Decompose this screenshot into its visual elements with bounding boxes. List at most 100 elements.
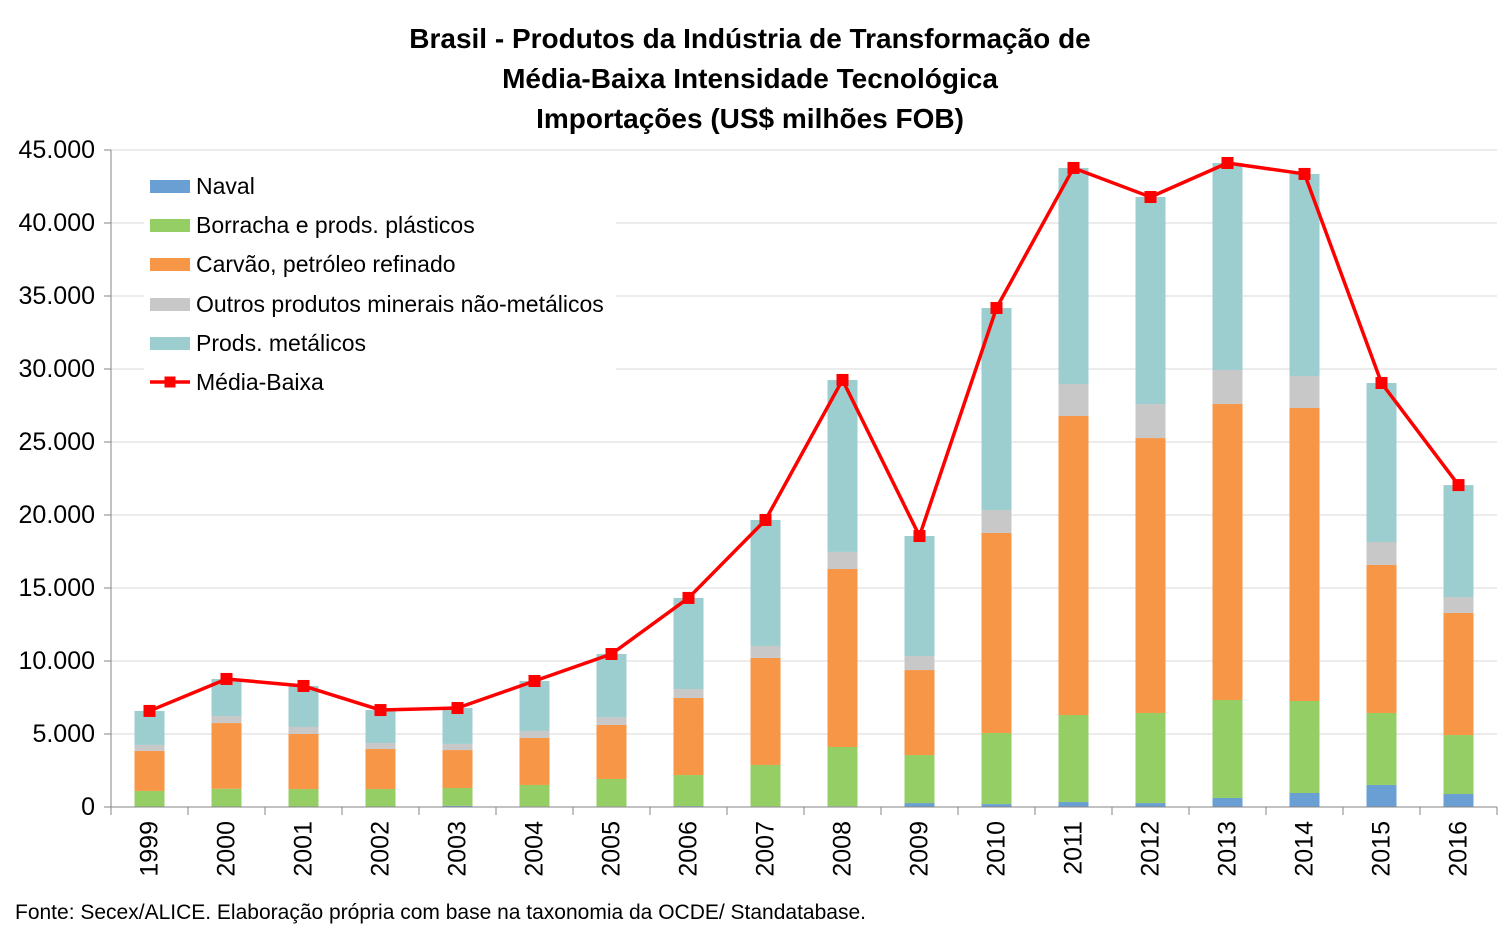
y-tick-label-10000: 10.000 (19, 647, 95, 675)
line-series (143, 156, 1465, 717)
marker-media-baixa-2011 (1067, 161, 1080, 174)
x-tick-label-2012: 2012 (1137, 821, 1165, 877)
line-media-baixa (148, 161, 1460, 713)
bar-outros-produtos-minerais-nao-metalicos-2014 (1289, 376, 1320, 408)
bar-outros-produtos-minerais-nao-metalicos-2001 (288, 726, 319, 734)
bar-prods-metalicos-2016 (1443, 485, 1474, 598)
bar-outros-produtos-minerais-nao-metalicos-2009 (904, 656, 935, 671)
bar-prods-metalicos-2009 (904, 536, 935, 657)
bar-prods-metalicos-2012 (1135, 197, 1166, 405)
marker-media-baixa-2002 (374, 704, 387, 717)
y-tick-label-30000: 30.000 (19, 355, 95, 383)
chart-title-line-2: Média-Baixa Intensidade Tecnológica (502, 63, 998, 94)
y-tick-label-5000: 5.000 (32, 720, 95, 748)
bar-borracha-e-prods-plasticos-2016 (1443, 735, 1474, 795)
x-tick-label-2009: 2009 (906, 821, 934, 877)
bar-carvao-petroleo-refinado-1999 (134, 750, 165, 791)
bar-borracha-e-prods-plasticos-2005 (596, 778, 627, 807)
chart-title: Brasil - Produtos da Indústria de Transf… (409, 23, 1091, 134)
bar-outros-produtos-minerais-nao-metalicos-2007 (750, 645, 781, 658)
bar-carvao-petroleo-refinado-2014 (1289, 407, 1320, 702)
marker-media-baixa-2010 (990, 301, 1003, 314)
bar-naval-2003 (442, 805, 473, 807)
bar-prods-metalicos-2008 (827, 379, 858, 552)
bar-series-borracha-e-prods-plasticos (134, 699, 1474, 807)
bar-outros-produtos-minerais-nao-metalicos-2012 (1135, 404, 1166, 439)
marker-media-baixa-2014 (1298, 167, 1311, 180)
legend-label-naval: Naval (196, 173, 255, 199)
bar-carvao-petroleo-refinado-2011 (1058, 416, 1089, 716)
bar-borracha-e-prods-plasticos-2012 (1135, 712, 1166, 804)
bar-outros-produtos-minerais-nao-metalicos-2003 (442, 743, 473, 751)
stacked-bars (134, 162, 1474, 807)
bar-outros-produtos-minerais-nao-metalicos-1999 (134, 744, 165, 751)
marker-media-baixa-2007 (759, 513, 772, 526)
bar-outros-produtos-minerais-nao-metalicos-2016 (1443, 597, 1474, 613)
bar-outros-produtos-minerais-nao-metalicos-2011 (1058, 384, 1089, 417)
x-tick-label-2010: 2010 (983, 821, 1011, 877)
bar-series-naval (134, 784, 1474, 807)
bar-borracha-e-prods-plasticos-2013 (1212, 699, 1243, 798)
x-tick-label-1999: 1999 (136, 821, 164, 877)
legend-marker-media-baixa (164, 376, 176, 388)
bar-carvao-petroleo-refinado-2009 (904, 670, 935, 756)
bar-prods-metalicos-2000 (211, 678, 242, 717)
bar-naval-2012 (1135, 803, 1166, 807)
bar-naval-2009 (904, 803, 935, 807)
bar-outros-produtos-minerais-nao-metalicos-2013 (1212, 370, 1243, 405)
legend-label-carvao: Carvão, petróleo refinado (196, 251, 456, 277)
marker-media-baixa-2000 (220, 672, 233, 685)
bar-borracha-e-prods-plasticos-2010 (981, 732, 1012, 805)
bar-naval-2015 (1366, 784, 1397, 807)
bar-outros-produtos-minerais-nao-metalicos-2006 (673, 689, 704, 698)
bar-carvao-petroleo-refinado-2015 (1366, 564, 1397, 713)
x-tick-label-2011: 2011 (1060, 821, 1088, 875)
marker-media-baixa-2013 (1221, 156, 1234, 169)
bar-borracha-e-prods-plasticos-2009 (904, 755, 935, 804)
x-tick-label-2008: 2008 (829, 821, 857, 877)
chart-title-line-3: Importações (US$ milhões FOB) (536, 103, 964, 134)
bar-carvao-petroleo-refinado-2002 (365, 749, 396, 790)
bar-prods-metalicos-2011 (1058, 167, 1089, 385)
bar-outros-produtos-minerais-nao-metalicos-2010 (981, 510, 1012, 533)
x-tick-label-2016: 2016 (1445, 821, 1473, 877)
x-tick-label-2003: 2003 (444, 821, 472, 877)
marker-media-baixa-2003 (451, 702, 464, 715)
legend-label-metalicos: Prods. metálicos (196, 330, 366, 356)
marker-media-baixa-2015 (1375, 377, 1388, 390)
bar-borracha-e-prods-plasticos-2007 (750, 764, 781, 807)
bar-borracha-e-prods-plasticos-2004 (519, 784, 550, 807)
y-tick-label-25000: 25.000 (19, 428, 95, 456)
x-tick-label-2015: 2015 (1368, 821, 1396, 877)
legend-swatch-borracha (150, 219, 190, 232)
bar-borracha-e-prods-plasticos-2011 (1058, 715, 1089, 803)
legend-item-borracha: Borracha e prods. plásticos (150, 212, 475, 238)
bar-borracha-e-prods-plasticos-2014 (1289, 701, 1320, 793)
bar-carvao-petroleo-refinado-2010 (981, 532, 1012, 733)
x-tick-label-2001: 2001 (290, 821, 318, 877)
x-tick-label-2004: 2004 (521, 821, 549, 877)
bar-prods-metalicos-2001 (288, 685, 319, 727)
bar-outros-produtos-minerais-nao-metalicos-2015 (1366, 542, 1397, 565)
x-tick-label-2007: 2007 (752, 821, 780, 877)
line-series-media-baixa (143, 156, 1465, 717)
bar-borracha-e-prods-plasticos-2006 (673, 775, 704, 807)
bar-outros-produtos-minerais-nao-metalicos-2005 (596, 717, 627, 725)
x-tick-label-2013: 2013 (1214, 821, 1242, 877)
legend-item-carvao: Carvão, petróleo refinado (150, 251, 456, 277)
bar-prods-metalicos-2013 (1212, 162, 1243, 371)
bar-prods-metalicos-2007 (750, 519, 781, 646)
bar-series-carvao-petroleo-refinado (134, 404, 1474, 791)
y-tick-label-40000: 40.000 (19, 209, 95, 237)
y-tick-label-45000: 45.000 (19, 136, 95, 164)
legend-label-outros: Outros produtos minerais não-metálicos (196, 291, 604, 317)
bar-carvao-petroleo-refinado-2016 (1443, 612, 1474, 736)
bar-carvao-petroleo-refinado-2001 (288, 734, 319, 790)
bar-prods-metalicos-2004 (519, 681, 550, 731)
legend-item-naval: Naval (150, 173, 255, 199)
bar-naval-2010 (981, 804, 1012, 807)
bar-prods-metalicos-2015 (1366, 383, 1397, 543)
legend-item-media-baixa: Média-Baixa (150, 369, 324, 395)
marker-media-baixa-1999 (143, 704, 156, 717)
